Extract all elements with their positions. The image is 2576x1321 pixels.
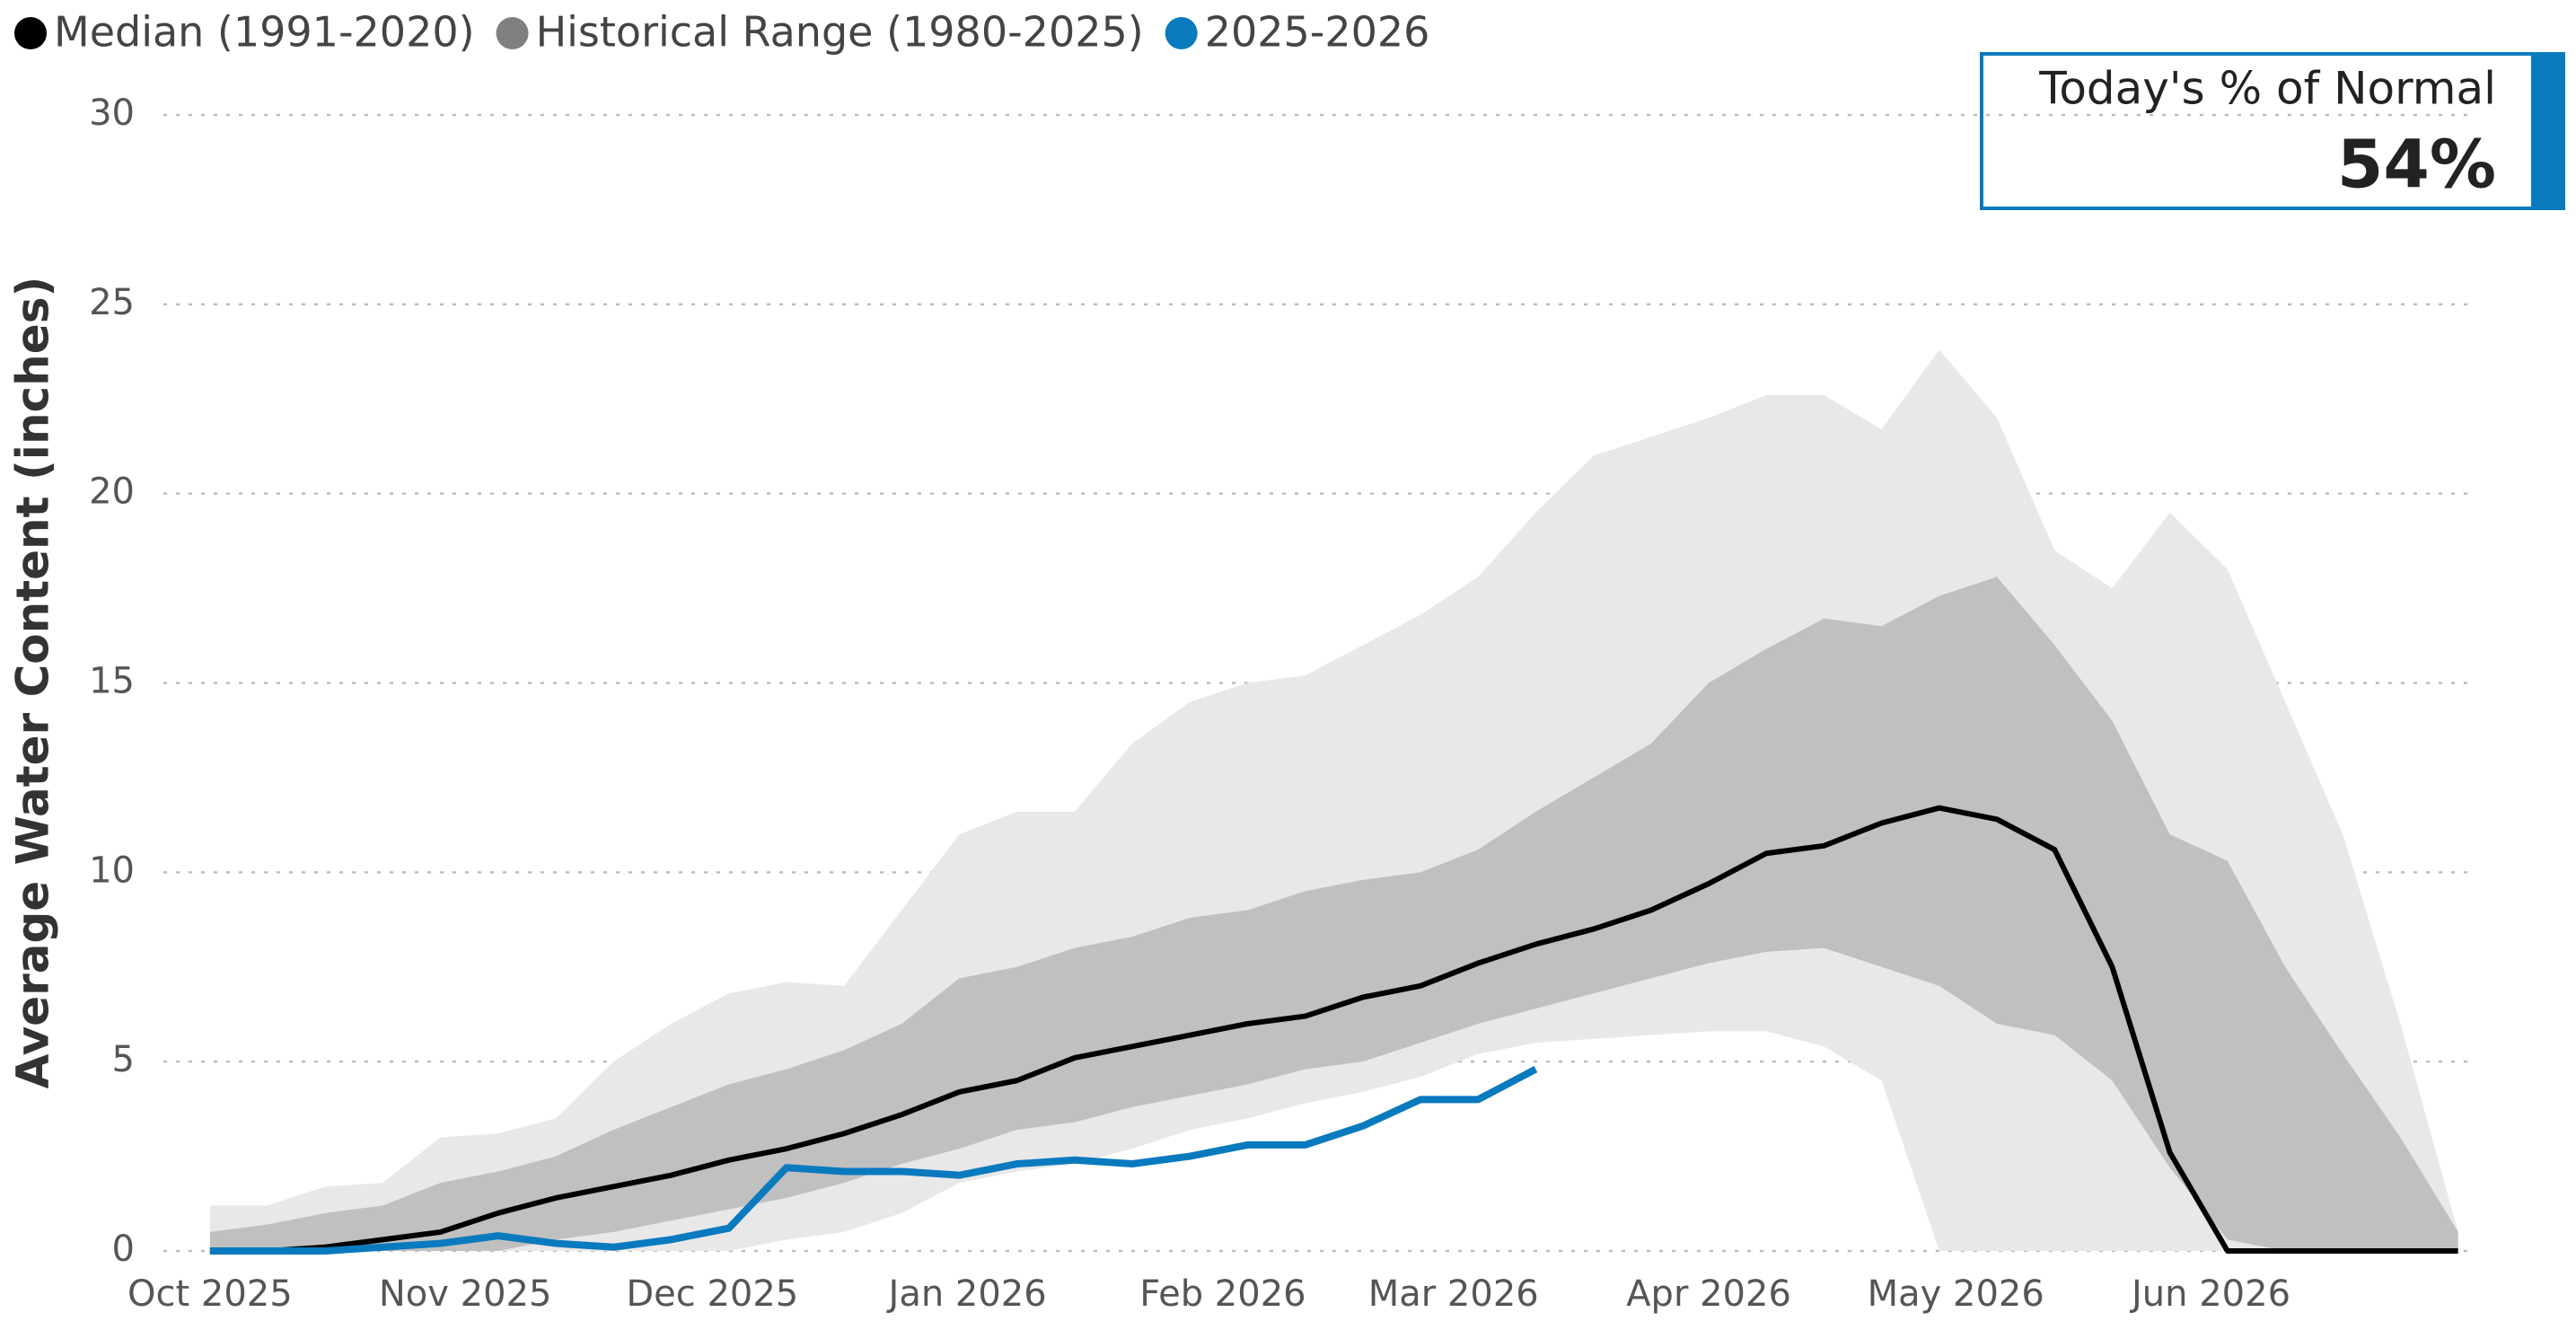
x-tick-label: Mar 2026 — [1368, 1273, 1539, 1315]
x-tick-label: Feb 2026 — [1139, 1273, 1306, 1315]
legend-marker — [1165, 17, 1198, 49]
y-axis-title: Average Water Content (inches) — [7, 277, 59, 1089]
x-tick-label: Jan 2026 — [886, 1273, 1047, 1315]
legend-label: Median (1991-2020) — [54, 8, 475, 57]
legend-marker — [14, 17, 47, 49]
indicator-value: 54% — [2337, 127, 2496, 204]
legend-label: 2025-2026 — [1205, 8, 1430, 57]
y-tick-label: 20 — [89, 471, 135, 513]
indicator-card: Today's % of Normal 54% — [1980, 52, 2565, 210]
series-line — [209, 805, 2458, 1254]
indicator-accent — [2533, 52, 2565, 210]
y-tick-label: 0 — [112, 1229, 135, 1270]
legend-marker — [496, 17, 529, 49]
y-tick-label: 30 — [89, 92, 135, 134]
range-band — [209, 349, 2458, 1251]
x-tick-label: Jun 2026 — [2129, 1273, 2290, 1315]
indicator-border — [1980, 52, 2535, 210]
x-tick-label: Oct 2025 — [127, 1273, 293, 1315]
y-tick-label: 5 — [112, 1039, 135, 1080]
x-tick-label: Dec 2025 — [626, 1273, 798, 1315]
legend-label: Historical Range (1980-2025) — [536, 8, 1144, 57]
series-line — [209, 1066, 1538, 1255]
indicator-title: Today's % of Normal — [2038, 63, 2496, 115]
x-tick-label: Nov 2025 — [379, 1273, 552, 1315]
y-tick-label: 15 — [89, 661, 135, 702]
x-tick-label: May 2026 — [1868, 1273, 2044, 1315]
x-tick-label: Apr 2026 — [1626, 1273, 1791, 1315]
y-tick-label: 10 — [89, 850, 135, 891]
y-tick-label: 25 — [89, 282, 135, 323]
range-band — [209, 577, 2458, 1251]
